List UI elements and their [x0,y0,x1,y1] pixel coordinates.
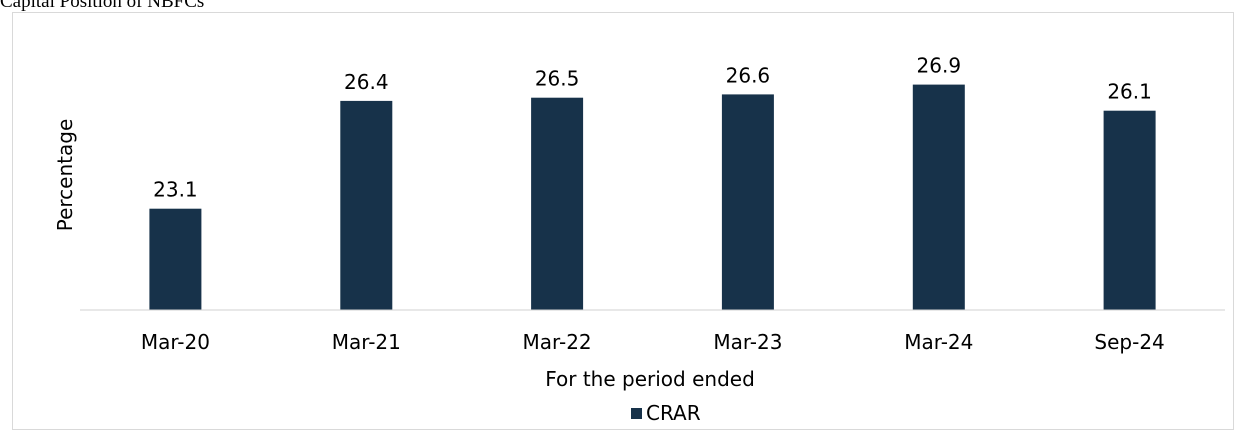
y-axis-title: Percentage [53,119,77,232]
data-label-mar-22: 26.5 [535,67,580,91]
bars-group [149,84,1156,311]
data-label-mar-23: 26.6 [726,63,771,87]
x-tick-label-mar-20: Mar-20 [141,330,210,354]
x-tick-labels-group: Mar-20 Mar-21 Mar-22 Mar-23 Mar-24 Sep-24 [141,330,1165,354]
bar-mar-21 [340,100,393,311]
legend: CRAR [631,401,701,425]
bar-mar-22 [531,97,584,310]
chart-frame [12,12,1234,430]
data-label-mar-24: 26.9 [917,54,962,78]
bar-mar-24 [912,84,965,310]
legend-swatch-crar [631,408,642,419]
x-tick-label-mar-23: Mar-23 [713,330,782,354]
legend-label-crar: CRAR [646,401,701,425]
page-title: Capital Position of NBFCs [0,0,205,12]
x-tick-label-mar-21: Mar-21 [332,330,401,354]
data-label-mar-20: 23.1 [153,178,198,202]
data-label-sep-24: 26.1 [1107,80,1152,104]
data-labels-group: 23.1 26.4 26.5 26.6 26.9 26.1 [153,54,1152,202]
x-tick-label-mar-24: Mar-24 [904,330,973,354]
x-tick-label-sep-24: Sep-24 [1094,330,1164,354]
x-tick-label-mar-22: Mar-22 [523,330,592,354]
bar-mar-20 [149,208,202,310]
bar-sep-24 [1103,110,1156,310]
x-axis-title: For the period ended [545,367,755,391]
data-label-mar-21: 26.4 [344,70,389,94]
bar-mar-23 [721,94,774,311]
